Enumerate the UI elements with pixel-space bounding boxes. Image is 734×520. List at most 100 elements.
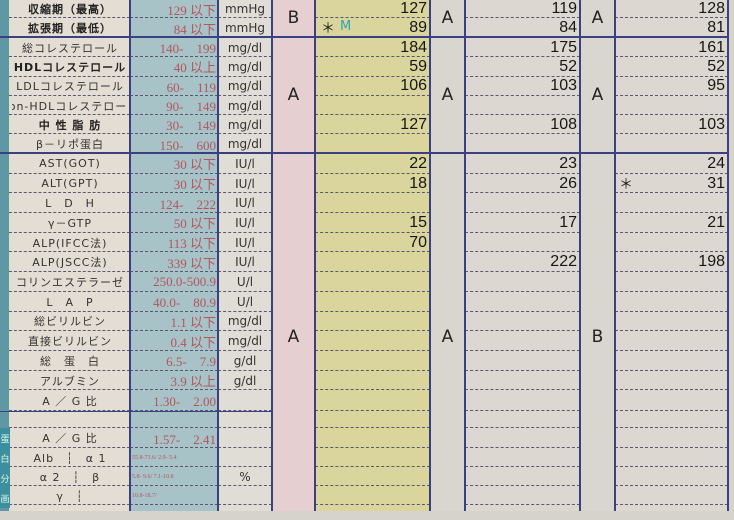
row-rule	[130, 290, 218, 292]
protein-fraction-section-label: 蛋 白 分 画	[0, 428, 10, 508]
reference-range: 40 以上	[173, 60, 216, 76]
value-1	[317, 292, 427, 312]
row-rule	[615, 466, 728, 467]
row-rule	[465, 172, 580, 174]
result-row: HDLコレステロール 40 以上 mg/dl 59 52 52	[0, 57, 728, 77]
item-label: α 2 ┆ β	[39, 470, 101, 484]
row-rule	[465, 447, 580, 448]
column-divider	[429, 0, 431, 511]
row-rule	[315, 56, 430, 58]
item-label: AST(GOT)	[39, 157, 101, 171]
row-rule	[9, 231, 130, 233]
row-rule	[130, 56, 218, 58]
value-3	[617, 331, 725, 351]
item-label: HDLコレステロール	[13, 60, 127, 74]
value-3	[617, 312, 725, 332]
row-rule	[218, 251, 272, 253]
result-row: ALP(IFCC法) 113 以下 IU/l 70	[0, 233, 728, 253]
reference-range: 10.8-18.7/	[132, 492, 157, 499]
unit: mg/dl	[227, 79, 263, 94]
grade-bp-1: B	[287, 8, 300, 28]
row-rule	[465, 349, 580, 351]
item-label: 収縮期（最高）	[28, 3, 112, 16]
item-label: ALP(IFCC法)	[32, 236, 108, 250]
value-2	[467, 390, 577, 411]
unit: %	[239, 469, 251, 484]
value-3: 24	[707, 154, 725, 172]
left-edge-strip	[0, 0, 9, 511]
value-3	[617, 272, 725, 292]
row-rule	[9, 172, 130, 174]
unit: IU/l	[235, 196, 255, 211]
row-rule	[9, 466, 130, 467]
result-row: ALT(GPT) 30 以下 IU/l 18 26 31	[0, 174, 728, 194]
row-rule	[218, 485, 272, 486]
row-rule	[315, 349, 430, 351]
item-label: 総 蛋 白	[40, 354, 100, 368]
unit: mg/dl	[227, 314, 263, 329]
row-rule	[465, 251, 580, 253]
row-rule	[315, 75, 430, 77]
grade-liver-1: A	[287, 327, 300, 347]
result-row: コリンエステラーゼ 250.0-500.9 U/l	[0, 272, 728, 292]
row-rule	[130, 172, 218, 174]
value-3	[617, 351, 725, 371]
row-rule	[315, 427, 430, 428]
row-rule	[218, 75, 272, 77]
value-2: 23	[559, 154, 577, 172]
row-divider	[0, 411, 272, 412]
row-rule	[615, 504, 728, 505]
row-rule	[9, 485, 130, 486]
row-rule	[130, 114, 218, 116]
item-label: Alb ┆ α 1	[33, 451, 107, 465]
row-rule	[218, 212, 272, 214]
row-rule	[218, 427, 272, 428]
row-rule	[218, 114, 272, 116]
section-label-char: 蛋	[0, 434, 10, 445]
value-2: 108	[550, 115, 577, 133]
row-rule	[315, 447, 430, 448]
value-2: 222	[550, 253, 577, 271]
row-rule	[218, 504, 272, 505]
row-rule	[315, 310, 430, 312]
row-rule	[9, 447, 130, 448]
row-rule	[9, 75, 130, 77]
value-2	[467, 448, 577, 467]
row-rule	[218, 466, 272, 467]
reference-range: 50 以下	[173, 216, 216, 232]
reference-range: 55.8-73.6/ 2.9- 5.4	[132, 454, 177, 461]
result-row: アルブミン 3.9 以上 g/dl	[0, 371, 728, 391]
item-label: 総ビリルビン	[34, 315, 106, 329]
result-row	[0, 411, 728, 428]
value-1: 15	[409, 213, 427, 231]
value-1	[317, 467, 427, 486]
value-3	[617, 428, 725, 448]
grade-column-1	[272, 0, 315, 511]
unit: U/l	[236, 275, 254, 290]
value-1: 59	[409, 57, 427, 75]
value-2: 119	[551, 0, 577, 17]
result-row: L A P 40.0- 80.9 U/l	[0, 292, 728, 312]
unit: mg/dl	[227, 40, 263, 55]
abnormal-asterisk: ＊	[619, 177, 633, 193]
row-rule	[615, 409, 728, 411]
row-rule	[315, 172, 430, 174]
row-rule	[218, 349, 272, 351]
row-rule	[130, 310, 218, 312]
unit: mmHg	[224, 21, 266, 35]
reference-range: 129 以下	[167, 2, 216, 18]
row-rule	[130, 389, 218, 391]
value-2	[467, 467, 577, 486]
row-rule	[218, 330, 272, 332]
value-2	[467, 233, 577, 253]
row-rule	[9, 389, 130, 391]
unit: U/l	[236, 294, 254, 309]
row-rule	[130, 271, 218, 273]
row-rule	[465, 133, 580, 135]
value-1	[317, 390, 427, 411]
row-rule	[218, 231, 272, 233]
value-3: 21	[707, 213, 725, 231]
row-rule	[615, 17, 728, 18]
value-2: 175	[550, 38, 577, 56]
